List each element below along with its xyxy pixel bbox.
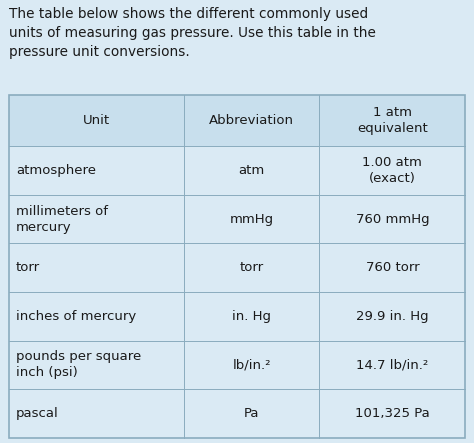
Bar	[184, 292, 319, 341]
Text: atmosphere: atmosphere	[16, 164, 96, 177]
Bar	[184, 146, 319, 195]
Text: inches of mercury: inches of mercury	[16, 310, 137, 323]
Text: torr: torr	[16, 261, 40, 274]
Bar	[9, 95, 465, 438]
Text: lb/in.²: lb/in.²	[233, 358, 271, 371]
Bar	[9, 243, 184, 292]
Bar	[9, 341, 184, 389]
Bar	[9, 146, 184, 195]
Bar	[184, 389, 319, 438]
Text: 1.00 atm
(exact): 1.00 atm (exact)	[363, 156, 422, 185]
Text: torr: torr	[240, 261, 264, 274]
Text: 760 mmHg: 760 mmHg	[356, 213, 429, 225]
Text: Unit: Unit	[83, 114, 110, 127]
Text: atm: atm	[239, 164, 265, 177]
Bar	[184, 95, 319, 146]
Bar	[9, 195, 184, 243]
Text: 29.9 in. Hg: 29.9 in. Hg	[356, 310, 428, 323]
Bar	[184, 243, 319, 292]
Bar	[9, 389, 184, 438]
Bar	[319, 95, 465, 146]
Bar	[319, 146, 465, 195]
Bar	[9, 292, 184, 341]
Bar	[319, 389, 465, 438]
Bar	[319, 292, 465, 341]
Bar	[184, 341, 319, 389]
Text: Abbreviation: Abbreviation	[210, 114, 294, 127]
Text: pounds per square
inch (psi): pounds per square inch (psi)	[16, 350, 141, 379]
Bar	[184, 195, 319, 243]
Text: in. Hg: in. Hg	[232, 310, 271, 323]
Text: 101,325 Pa: 101,325 Pa	[355, 407, 430, 420]
Bar	[319, 195, 465, 243]
Text: mmHg: mmHg	[230, 213, 274, 225]
Text: pascal: pascal	[16, 407, 59, 420]
Bar	[319, 243, 465, 292]
Bar	[319, 341, 465, 389]
Text: 1 atm
equivalent: 1 atm equivalent	[357, 106, 428, 135]
Text: millimeters of
mercury: millimeters of mercury	[16, 205, 108, 233]
Text: 14.7 lb/in.²: 14.7 lb/in.²	[356, 358, 428, 371]
Bar	[9, 95, 184, 146]
Text: Pa: Pa	[244, 407, 260, 420]
Text: The table below shows the different commonly used
units of measuring gas pressur: The table below shows the different comm…	[9, 7, 375, 58]
Text: 760 torr: 760 torr	[365, 261, 419, 274]
